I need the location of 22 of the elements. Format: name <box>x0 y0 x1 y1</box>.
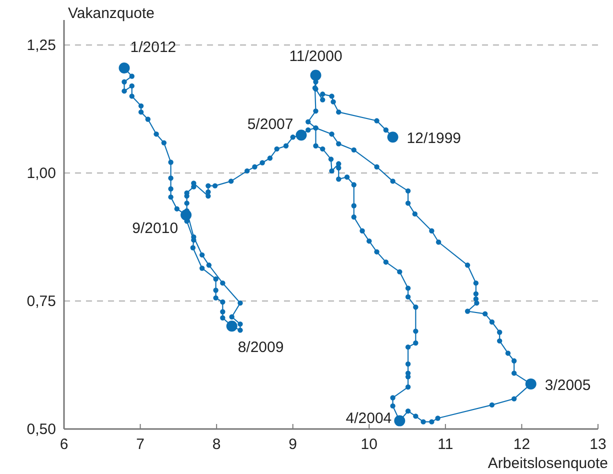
annotation: 3/2005 <box>544 376 591 394</box>
x-tick-label: 9 <box>288 436 298 453</box>
y-tick-label: 0,50 <box>26 421 56 438</box>
y-tick-label: 0,75 <box>26 293 56 310</box>
annotation: 4/2004 <box>346 410 392 427</box>
annotation: 8/2009 <box>238 339 284 356</box>
x-axis-title: Arbeitslosenquote <box>488 455 608 472</box>
x-tick-label: 13 <box>590 436 606 453</box>
x-tick-label: 6 <box>60 436 68 453</box>
x-tick-label: 10 <box>360 436 378 453</box>
x-tick-label: 11 <box>438 436 454 453</box>
annotation: 1/2012 <box>130 39 176 56</box>
annotation: 5/2007 <box>247 116 294 134</box>
x-tick-label: 7 <box>136 436 144 453</box>
y-tick-label: 1,00 <box>26 165 56 182</box>
y-tick-label: 1,25 <box>26 37 56 54</box>
y-axis-title: Vakanzquote <box>68 5 154 22</box>
annotation: 12/1999 <box>406 130 462 148</box>
annotation: 11/2000 <box>289 48 342 66</box>
x-tick-label: 8 <box>212 436 221 453</box>
x-tick-label: 12 <box>513 436 530 453</box>
annotation: 9/2010 <box>132 220 178 237</box>
